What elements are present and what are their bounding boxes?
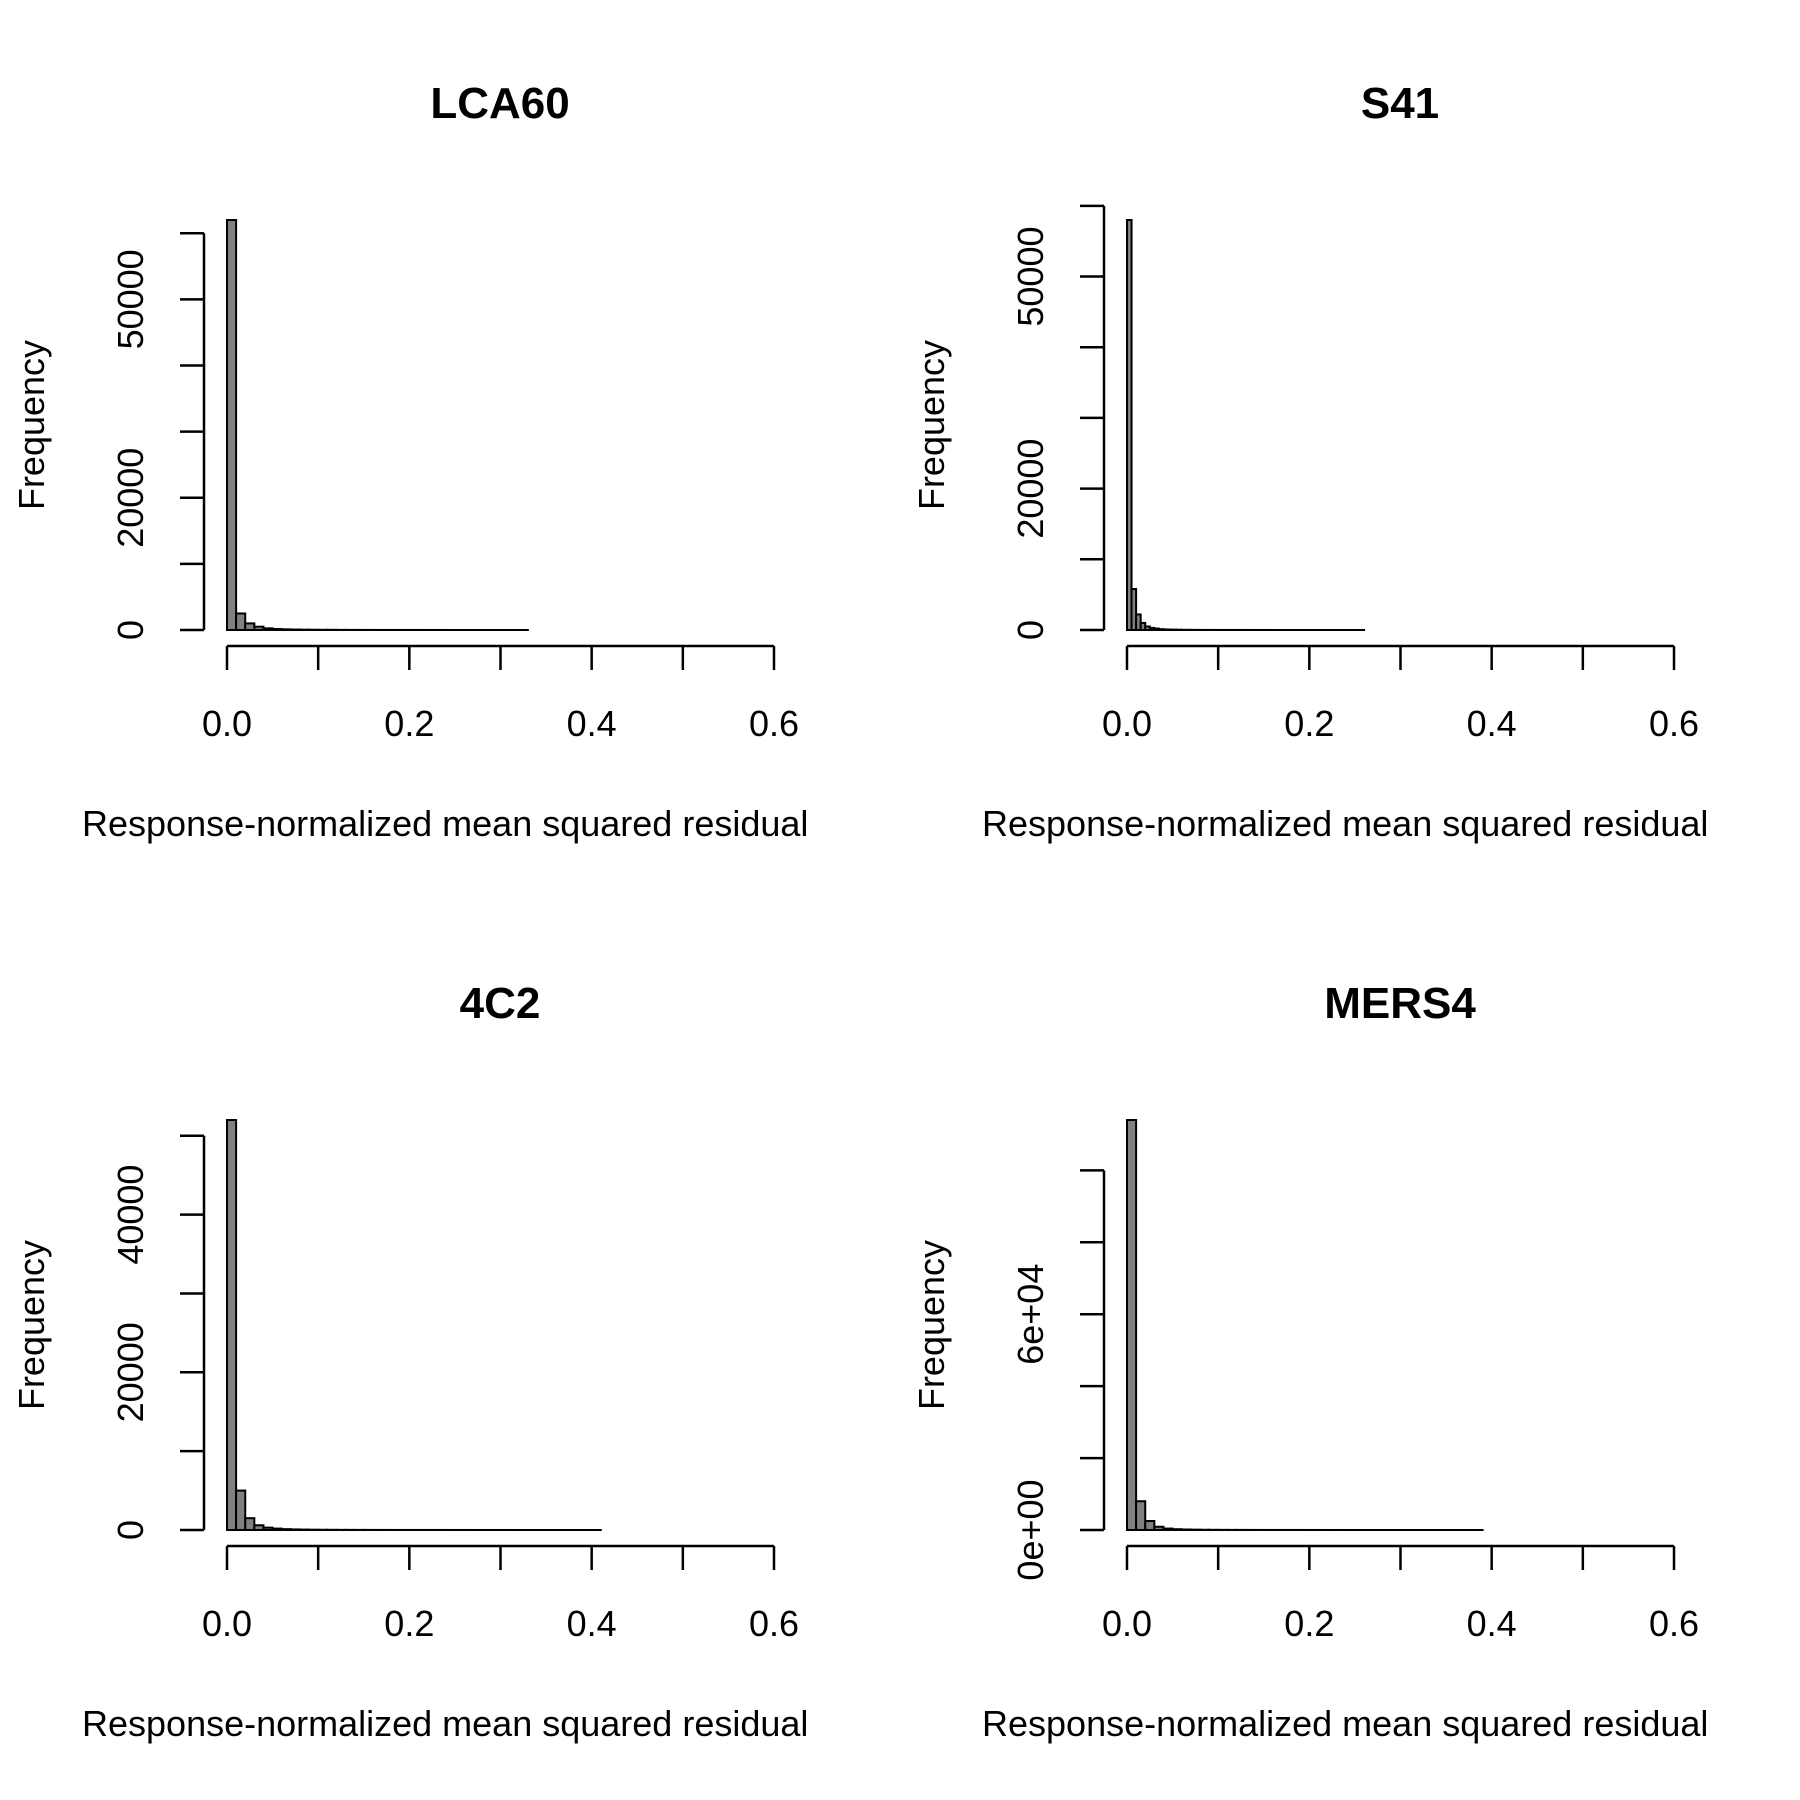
- y-tick-label: 0e+00: [1010, 1479, 1051, 1580]
- histogram-panel-0: LCA60 0.0 0.2 0.4 0.6 0 20000 50000 Frequency Res…: [11, 79, 808, 844]
- histogram-bar: [1144, 1520, 1156, 1532]
- x-axis-title: Response-normalized mean squared residua…: [82, 1703, 808, 1744]
- histogram-bar: [1153, 1525, 1165, 1532]
- histogram-bar: [1162, 1527, 1174, 1531]
- x-tick-label: 0.0: [1102, 1603, 1152, 1644]
- y-tick-label: 6e+04: [1010, 1264, 1051, 1365]
- histogram-bar: [1135, 1500, 1147, 1531]
- x-tick-label: 0.6: [749, 1603, 799, 1644]
- histogram-bar: [253, 1524, 265, 1532]
- x-tick-label: 0.6: [1649, 703, 1699, 744]
- histogram-bar: [271, 628, 283, 631]
- x-tick-label: 0.6: [1649, 1603, 1699, 1644]
- y-axis-title: Frequency: [911, 1240, 952, 1410]
- y-tick-label: 20000: [110, 448, 151, 548]
- histogram-bar: [271, 1527, 283, 1532]
- y-tick-label: 20000: [110, 1322, 151, 1422]
- y-tick-label: 0: [110, 1520, 151, 1540]
- y-tick-label: 50000: [110, 249, 151, 349]
- histogram-panel-1: S41 0.0 0.2 0.4 0.6 0 20000 50000 Frequency Respo…: [911, 79, 1708, 844]
- x-axis-title: Response-normalized mean squared residua…: [82, 803, 808, 844]
- histogram-panel-3: MERS4 0.0 0.2 0.4 0.6 0e+00 6e+04 Frequency Resp…: [911, 979, 1708, 1744]
- x-tick-label: 0.4: [567, 703, 617, 744]
- y-tick-label: 50000: [1010, 226, 1051, 326]
- histogram-bar: [1126, 1119, 1138, 1531]
- y-axis-title: Frequency: [11, 340, 52, 510]
- x-tick-label: 0.0: [202, 703, 252, 744]
- y-tick-label: 20000: [1010, 439, 1051, 539]
- histogram-bar: [1171, 1528, 1183, 1531]
- x-tick-label: 0.4: [1467, 1603, 1517, 1644]
- histogram-bar: [244, 1517, 256, 1532]
- x-tick-label: 0.2: [384, 703, 434, 744]
- panel-title: MERS4: [1324, 979, 1476, 1028]
- histogram-bar: [280, 628, 292, 631]
- histogram-panel-2: 4C2 0.0 0.2 0.4 0.6 0 20000 40000 Frequency Respo…: [11, 979, 808, 1744]
- x-tick-label: 0.4: [567, 1603, 617, 1644]
- histogram-bar: [244, 622, 256, 631]
- x-tick-label: 0.2: [1284, 703, 1334, 744]
- x-tick-label: 0.2: [1284, 1603, 1334, 1644]
- histogram-bar: [1126, 219, 1133, 631]
- panel-title: S41: [1361, 79, 1439, 128]
- x-tick-label: 0.6: [749, 703, 799, 744]
- x-tick-label: 0.0: [1102, 703, 1152, 744]
- y-axis-title: Frequency: [11, 1240, 52, 1410]
- y-tick-label: 40000: [110, 1165, 151, 1265]
- histogram-bar: [1130, 588, 1138, 631]
- histogram-bar: [1180, 1528, 1192, 1531]
- x-tick-label: 0.0: [202, 1603, 252, 1644]
- histogram-bar: [226, 1119, 238, 1531]
- x-tick-label: 0.4: [1467, 703, 1517, 744]
- histogram-bar: [289, 1528, 301, 1532]
- histogram-bar: [235, 612, 247, 631]
- y-tick-label: 0: [110, 620, 151, 640]
- panel-title: 4C2: [460, 979, 541, 1028]
- histogram-bar: [280, 1528, 292, 1531]
- y-axis-title: Frequency: [911, 340, 952, 510]
- y-tick-label: 0: [1010, 620, 1051, 640]
- x-tick-label: 0.2: [384, 1603, 434, 1644]
- x-axis-title: Response-normalized mean squared residua…: [982, 803, 1708, 844]
- panel-title: LCA60: [430, 79, 569, 128]
- histogram-bar: [235, 1489, 247, 1531]
- histogram-bar: [226, 219, 238, 631]
- histogram-bar: [253, 625, 265, 631]
- histogram-bar: [262, 1526, 274, 1532]
- histogram-bar: [262, 627, 274, 632]
- x-axis-title: Response-normalized mean squared residua…: [982, 1703, 1708, 1744]
